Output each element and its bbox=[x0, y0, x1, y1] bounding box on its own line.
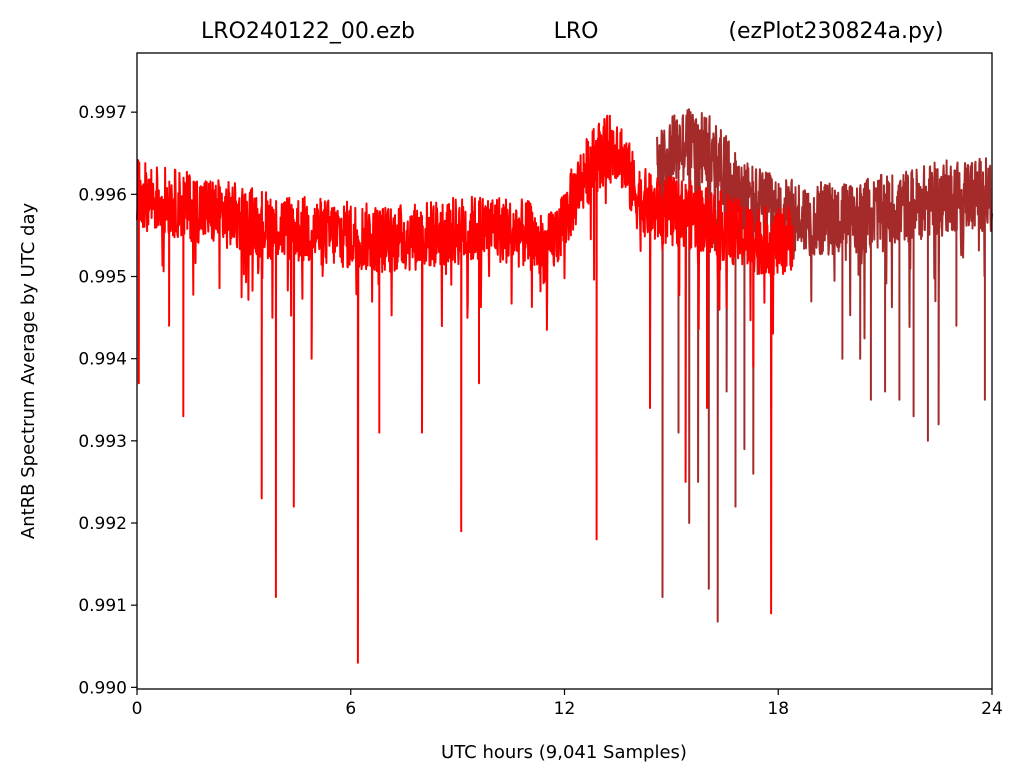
chart-title-right: (ezPlot230824a.py) bbox=[728, 19, 943, 44]
chart-title-left: LRO240122_00.ezb bbox=[201, 19, 415, 44]
series-line-2 bbox=[136, 114, 794, 664]
x-tick-label: 0 bbox=[132, 699, 143, 719]
x-tick-label: 6 bbox=[345, 699, 356, 719]
series-layer bbox=[136, 108, 993, 664]
y-axis-label: AntRB Spectrum Average by UTC day bbox=[18, 203, 39, 540]
y-tick-label: 0.993 bbox=[78, 432, 127, 452]
x-axis-label: UTC hours (9,041 Samples) bbox=[441, 742, 687, 763]
chart-title-center: LRO bbox=[554, 19, 599, 44]
x-tick-label: 24 bbox=[981, 699, 1003, 719]
series-line-1 bbox=[656, 108, 993, 623]
x-tick-label: 12 bbox=[554, 699, 576, 719]
y-tick-label: 0.997 bbox=[78, 103, 127, 123]
y-axis: 0.990 0.991 0.992 0.993 0.994 0.995 0.996 0.997 bbox=[78, 103, 137, 698]
y-tick-label: 0.995 bbox=[78, 268, 127, 288]
x-axis: 0 6 12 18 24 bbox=[132, 689, 1003, 719]
y-tick-label: 0.996 bbox=[78, 185, 127, 205]
x-tick-label: 18 bbox=[767, 699, 789, 719]
y-tick-label: 0.992 bbox=[78, 514, 127, 534]
y-tick-label: 0.990 bbox=[78, 678, 127, 698]
y-tick-label: 0.994 bbox=[78, 350, 127, 370]
y-tick-label: 0.991 bbox=[78, 596, 127, 616]
